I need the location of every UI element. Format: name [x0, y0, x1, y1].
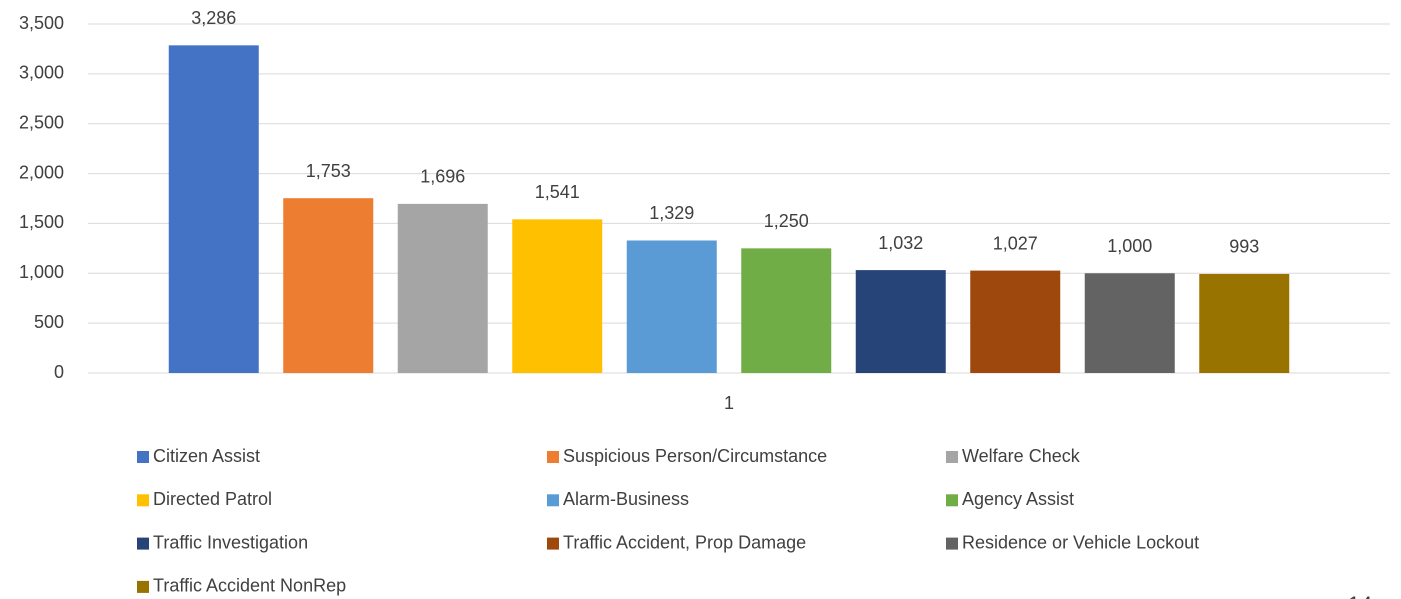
bar — [1199, 273, 1290, 373]
y-tick-label: 3,500 — [19, 13, 64, 33]
legend-label: Traffic Investigation — [153, 532, 308, 552]
y-tick-label: 2,500 — [19, 112, 64, 132]
x-tick-label: 1 — [724, 393, 734, 413]
legend-label: Suspicious Person/Circumstance — [563, 446, 827, 466]
legend-swatch — [946, 537, 958, 550]
legend-label: Agency Assist — [962, 489, 1074, 509]
legend-label: Traffic Accident NonRep — [153, 576, 346, 596]
data-label: 3,286 — [191, 8, 236, 28]
page-number: 14 — [1348, 592, 1372, 599]
legend-swatch — [547, 537, 559, 550]
y-tick-label: 2,000 — [19, 162, 64, 182]
y-tick-label: 1,500 — [19, 212, 64, 232]
data-label: 1,329 — [649, 203, 694, 223]
legend-label: Welfare Check — [962, 446, 1081, 466]
y-tick-label: 1,000 — [19, 262, 64, 282]
legend-swatch — [547, 494, 559, 507]
data-label: 1,027 — [993, 233, 1038, 253]
legend-swatch — [946, 451, 958, 463]
legend-swatch — [946, 494, 958, 507]
bar — [741, 248, 832, 373]
bar — [626, 240, 717, 373]
legend-label: Citizen Assist — [153, 446, 260, 466]
data-label: 993 — [1229, 237, 1259, 257]
data-label: 1,032 — [878, 233, 923, 253]
bar — [855, 270, 946, 373]
legend-swatch — [137, 537, 149, 550]
bar — [283, 198, 374, 373]
y-tick-label: 3,000 — [19, 63, 64, 83]
data-label: 1,753 — [306, 161, 351, 181]
data-label: 1,696 — [420, 167, 465, 187]
bar — [1084, 273, 1175, 373]
legend-label: Traffic Accident, Prop Damage — [563, 532, 806, 552]
data-label: 1,000 — [1107, 236, 1152, 256]
legend-label: Alarm-Business — [563, 489, 689, 509]
legend-label: Residence or Vehicle Lockout — [962, 532, 1199, 552]
bar — [970, 270, 1061, 373]
bar — [512, 219, 603, 373]
legend-label: Directed Patrol — [153, 489, 272, 509]
y-tick-label: 500 — [34, 312, 64, 332]
bar — [397, 203, 488, 373]
legend-swatch — [547, 451, 559, 463]
data-label: 1,541 — [535, 182, 580, 202]
legend-swatch — [137, 451, 149, 463]
legend-swatch — [137, 580, 149, 593]
bar — [168, 45, 259, 373]
legend-swatch — [137, 494, 149, 507]
y-tick-label: 0 — [54, 362, 64, 382]
data-label: 1,250 — [764, 211, 809, 231]
